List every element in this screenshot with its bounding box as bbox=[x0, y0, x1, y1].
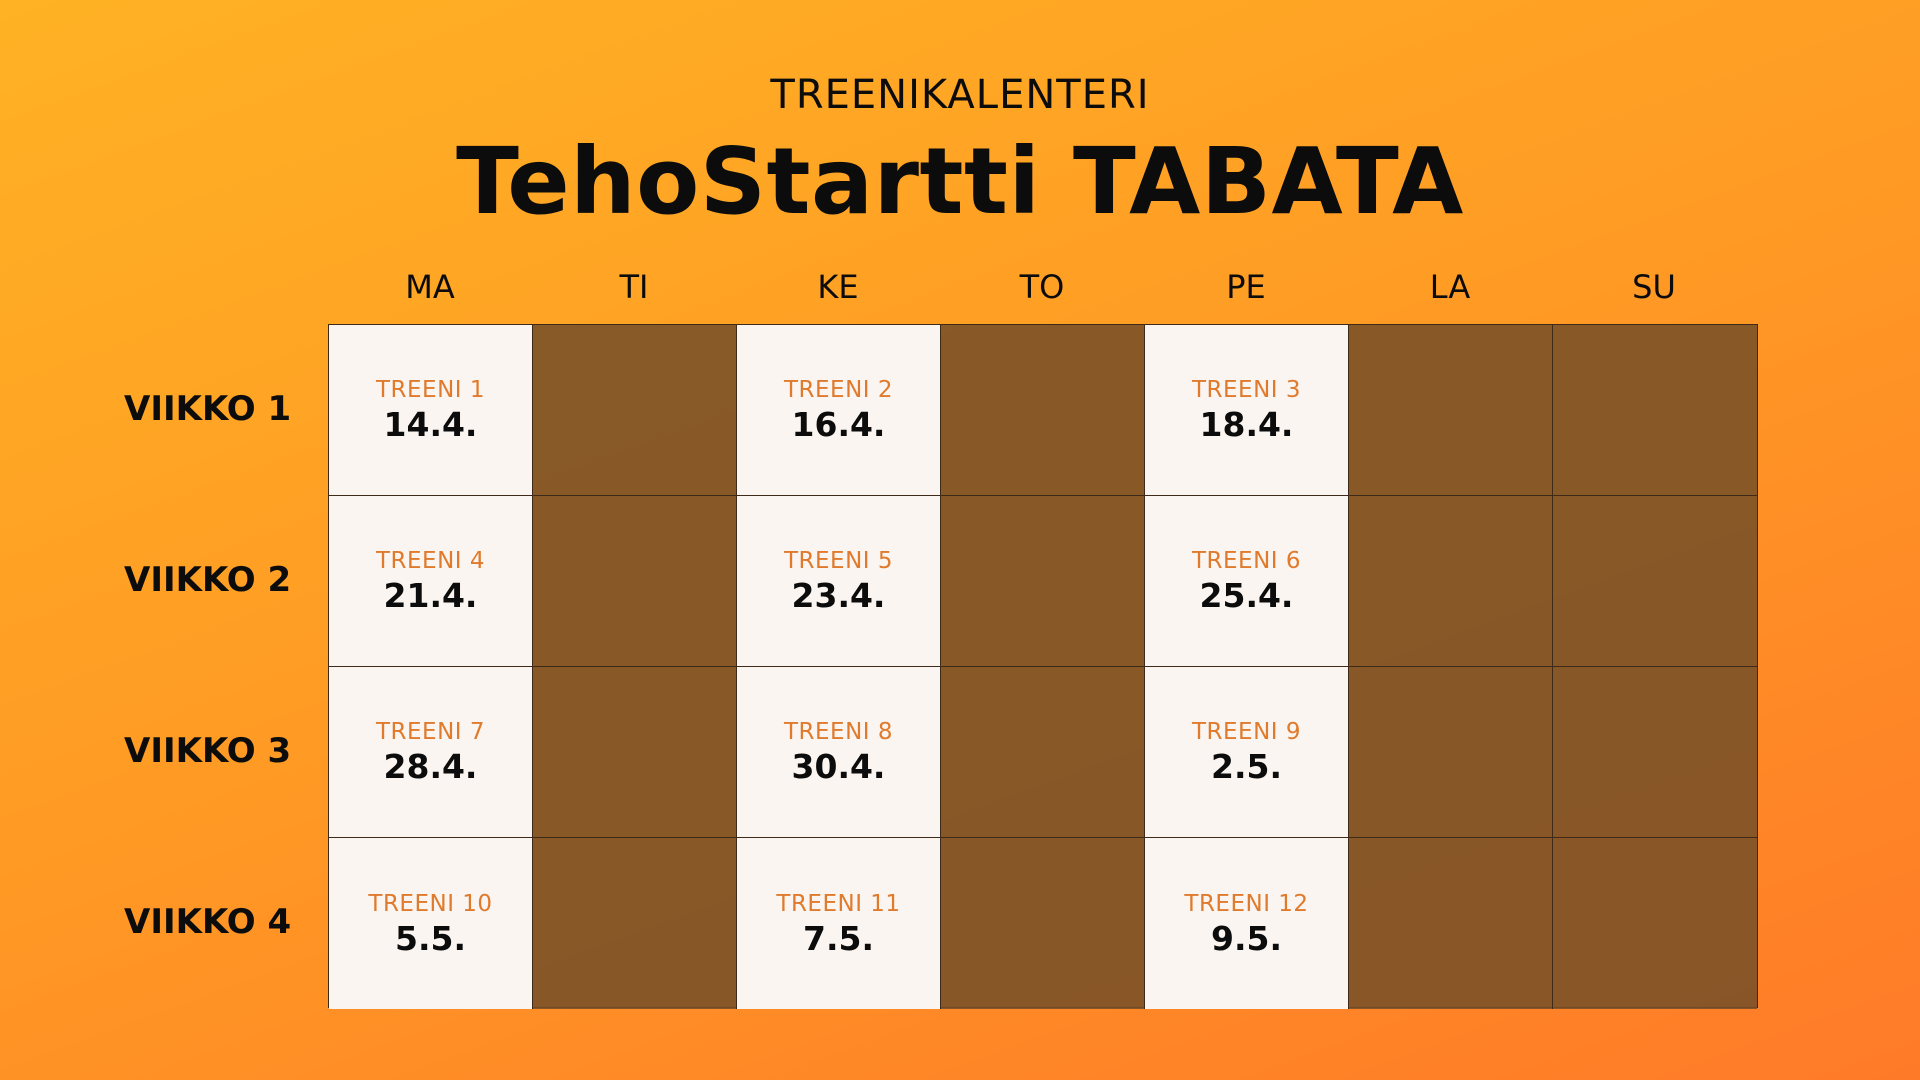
rest-day-cell bbox=[1349, 838, 1553, 1009]
workout-cell: TREENI 7 28.4. bbox=[329, 667, 533, 838]
workout-label: TREENI 2 bbox=[783, 377, 894, 403]
page-eyebrow: TREENIKALENTERI bbox=[770, 72, 1150, 118]
week-label-2: VIIKKO 2 bbox=[124, 560, 292, 600]
workout-date: 28.4. bbox=[383, 747, 478, 786]
workout-label: TREENI 11 bbox=[776, 890, 901, 917]
weekday-to: TO bbox=[1019, 268, 1065, 306]
workout-date: 7.5. bbox=[803, 918, 874, 958]
rest-day-cell bbox=[533, 667, 737, 838]
rest-day-cell bbox=[941, 496, 1145, 667]
workout-date: 25.4. bbox=[1199, 576, 1294, 615]
workout-label: TREENI 3 bbox=[1191, 377, 1302, 403]
rest-day-cell bbox=[533, 496, 737, 667]
workout-cell: TREENI 8 30.4. bbox=[737, 667, 941, 838]
workout-date: 18.4. bbox=[1199, 405, 1294, 444]
workout-cell: TREENI 9 2.5. bbox=[1145, 667, 1349, 838]
workout-label: TREENI 7 bbox=[375, 719, 486, 745]
weekday-pe: PE bbox=[1226, 268, 1266, 306]
weekday-ti: TI bbox=[619, 268, 649, 306]
workout-cell: TREENI 3 18.4. bbox=[1145, 325, 1349, 496]
rest-day-cell bbox=[1553, 496, 1757, 667]
workout-label: TREENI 8 bbox=[783, 719, 894, 745]
workout-label: TREENI 9 bbox=[1191, 719, 1302, 745]
workout-label: TREENI 6 bbox=[1191, 548, 1302, 574]
weekday-ke: KE bbox=[817, 268, 859, 306]
rest-day-cell bbox=[1553, 667, 1757, 838]
weekday-su: SU bbox=[1632, 268, 1676, 306]
rest-day-cell bbox=[1349, 496, 1553, 667]
workout-cell: TREENI 1 14.4. bbox=[329, 325, 533, 496]
rest-day-cell bbox=[1349, 325, 1553, 496]
workout-cell: TREENI 10 5.5. bbox=[329, 838, 533, 1009]
weekday-la: LA bbox=[1429, 268, 1471, 306]
page-title: TehoStartti TABATA bbox=[456, 128, 1464, 235]
rest-day-cell bbox=[941, 325, 1145, 496]
workout-cell: TREENI 6 25.4. bbox=[1145, 496, 1349, 667]
workout-date: 14.4. bbox=[383, 405, 478, 444]
workout-label: TREENI 1 bbox=[375, 377, 486, 403]
rest-day-cell bbox=[941, 838, 1145, 1009]
rest-day-cell bbox=[941, 667, 1145, 838]
workout-date: 2.5. bbox=[1211, 747, 1282, 786]
workout-label: TREENI 5 bbox=[783, 548, 894, 574]
rest-day-cell bbox=[1553, 838, 1757, 1009]
workout-date: 30.4. bbox=[791, 747, 886, 786]
weekday-header: MA TI KE TO PE LA SU bbox=[328, 262, 1758, 312]
workout-date: 16.4. bbox=[791, 405, 886, 444]
workout-label: TREENI 10 bbox=[368, 890, 493, 917]
week-label-1: VIIKKO 1 bbox=[124, 389, 292, 429]
rest-day-cell bbox=[1553, 325, 1757, 496]
workout-cell: TREENI 2 16.4. bbox=[737, 325, 941, 496]
workout-date: 21.4. bbox=[383, 576, 478, 615]
workout-cell: TREENI 11 7.5. bbox=[737, 838, 941, 1009]
workout-label: TREENI 12 bbox=[1184, 890, 1309, 917]
workout-date: 23.4. bbox=[791, 576, 886, 615]
weekday-ma: MA bbox=[405, 268, 455, 306]
rest-day-cell bbox=[533, 838, 737, 1009]
rest-day-cell bbox=[533, 325, 737, 496]
workout-date: 5.5. bbox=[395, 918, 466, 958]
workout-cell: TREENI 4 21.4. bbox=[329, 496, 533, 667]
workout-date: 9.5. bbox=[1211, 918, 1282, 958]
workout-label: TREENI 4 bbox=[375, 548, 486, 574]
week-label-3: VIIKKO 3 bbox=[124, 731, 292, 771]
calendar-grid: TREENI 1 14.4. TREENI 2 16.4. TREENI 3 18.4. T… bbox=[328, 324, 1758, 1009]
week-label-4: VIIKKO 4 bbox=[124, 902, 292, 942]
workout-cell: TREENI 12 9.5. bbox=[1145, 838, 1349, 1009]
rest-day-cell bbox=[1349, 667, 1553, 838]
workout-cell: TREENI 5 23.4. bbox=[737, 496, 941, 667]
week-labels: VIIKKO 1 VIIKKO 2 VIIKKO 3 VIIKKO 4 bbox=[124, 324, 291, 1008]
